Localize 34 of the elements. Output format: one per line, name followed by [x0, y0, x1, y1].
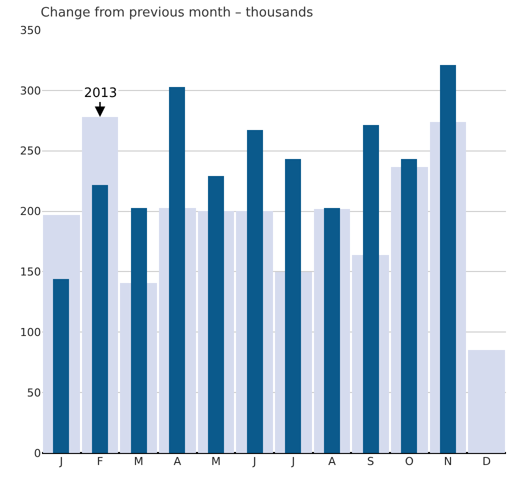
- y-tick-label: 150: [20, 266, 41, 279]
- x-tick-label: S: [367, 455, 374, 468]
- bar: [440, 65, 456, 453]
- y-tick-label: 0: [34, 446, 41, 460]
- bar: [131, 208, 147, 453]
- y-tick-label: 200: [20, 205, 41, 218]
- chart-title: Change from previous month – thousands: [40, 5, 314, 20]
- bar: [363, 125, 379, 453]
- bar: [324, 208, 340, 453]
- x-tick-label: A: [174, 455, 182, 468]
- bar: [208, 176, 224, 453]
- x-tick-label: N: [444, 455, 452, 468]
- bar: [169, 87, 185, 453]
- y-tick-label: 250: [20, 144, 41, 158]
- y-tick-label: 100: [20, 326, 41, 339]
- x-tick-label: M: [211, 455, 221, 468]
- bar: [468, 350, 505, 453]
- bar: [285, 159, 301, 453]
- annotation: 2013: [84, 86, 118, 101]
- x-tick-label: F: [96, 455, 104, 468]
- x-tick-label: M: [134, 455, 144, 468]
- x-tick-label: J: [290, 455, 295, 468]
- bar: [53, 279, 69, 453]
- x-tick-label: J: [58, 455, 63, 468]
- y-tick-label: 350: [20, 24, 41, 37]
- bar: [401, 159, 417, 453]
- x-tick-label: J: [252, 455, 256, 468]
- y-tick-label: 300: [20, 84, 41, 98]
- x-tick-label: D: [482, 455, 491, 468]
- bar: [92, 185, 108, 453]
- y-tick-label: 50: [27, 386, 41, 400]
- bar: [247, 130, 263, 453]
- x-tick-label: A: [328, 455, 336, 468]
- x-tick-label: O: [404, 455, 414, 468]
